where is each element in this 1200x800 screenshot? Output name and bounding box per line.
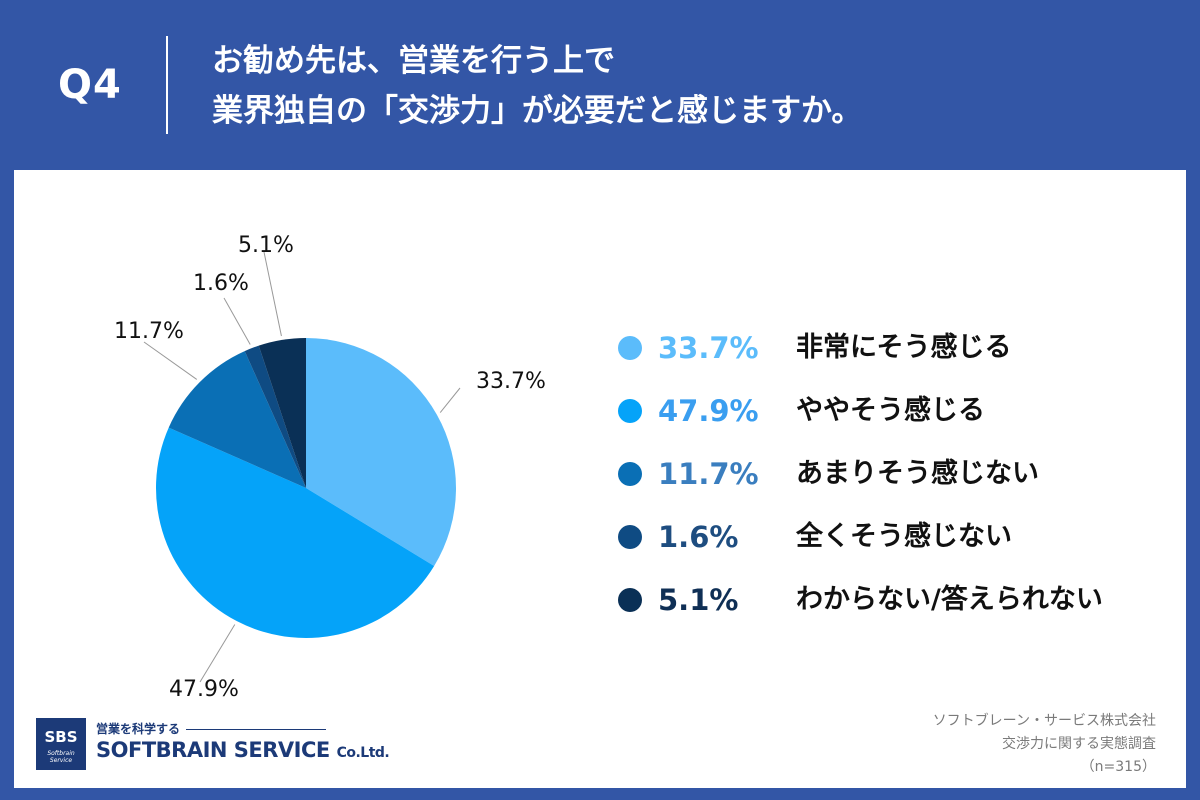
legend-percent-3: 11.7%: [658, 457, 759, 491]
chart-panel: 33.7% 47.9% 11.7% 1.6% 5.1% 33.7% 非常にそう感じる 47.…: [14, 170, 1186, 788]
pie-slice-3: [168, 351, 306, 488]
pie-chart: 33.7% 47.9% 11.7% 1.6% 5.1%: [114, 233, 546, 702]
question-number: Q4: [58, 62, 122, 108]
title-line-2: 業界独自の「交渉力」が必要だと感じますか。: [212, 93, 863, 129]
slice-label-4: 1.6%: [193, 271, 249, 296]
legend-label-3: あまりそう感じない: [796, 458, 1039, 489]
pie-slice-5: [258, 338, 306, 488]
slice-label-1: 33.7%: [476, 369, 546, 394]
legend-label-1: 非常にそう感じる: [796, 332, 1012, 363]
legend-dot-1: [618, 336, 642, 360]
source-survey: 交渉力に関する実態調査: [1002, 736, 1156, 752]
leader-line-4: [223, 297, 251, 345]
logo-name: SOFTBRAIN SERVICE Co.Ltd.: [96, 738, 390, 762]
source-note: ソフトブレーン・サービス株式会社 交渉力に関する実態調査 （n=315）: [933, 710, 1156, 779]
legend-percent-4: 1.6%: [658, 520, 739, 554]
title-line-1: お勧め先は、営業を行う上で: [212, 43, 615, 79]
pie-slice-1: [306, 338, 457, 566]
logo-mark: SBS Softbrain Service: [36, 718, 86, 770]
legend-label-5: わからない/答えられない: [796, 584, 1103, 615]
slice-label-2: 47.9%: [169, 677, 239, 702]
question-title: お勧め先は、営業を行う上で 業界独自の「交渉力」が必要だと感じますか。: [212, 36, 862, 136]
logo-tagline: 営業を科学する: [96, 722, 181, 736]
company-logo: SBS Softbrain Service 営業を科学する SOFTBRAIN …: [36, 718, 390, 774]
legend-dot-5: [618, 588, 642, 612]
logo-sub: Softbrain Service: [47, 750, 75, 764]
logo-suffix: Co.Ltd.: [336, 745, 390, 761]
source-company: ソフトブレーン・サービス株式会社: [932, 713, 1156, 729]
legend-dot-2: [618, 399, 642, 423]
legend-dot-4: [618, 525, 642, 549]
header: Q4 お勧め先は、営業を行う上で 業界独自の「交渉力」が必要だと感じますか。: [0, 0, 1200, 170]
pie-slice-2: [155, 427, 435, 639]
legend-label-4: 全くそう感じない: [796, 521, 1012, 552]
logo-name-text: SOFTBRAIN SERVICE: [96, 738, 330, 762]
legend-dot-3: [618, 462, 642, 486]
source-sample-size: （n=315）: [1080, 759, 1156, 775]
leader-line-2: [199, 624, 236, 683]
legend-percent-2: 47.9%: [658, 394, 759, 428]
leader-line-5: [263, 251, 282, 337]
slice-label-5: 5.1%: [238, 233, 294, 258]
header-divider: [166, 36, 168, 134]
legend-percent-1: 33.7%: [658, 331, 759, 365]
slice-label-3: 11.7%: [114, 319, 184, 344]
logo-rule: [186, 729, 326, 730]
legend-label-2: ややそう感じる: [796, 395, 985, 426]
pie-slice-4: [244, 345, 306, 488]
logo-abbr: SBS: [44, 728, 78, 746]
legend-percent-5: 5.1%: [658, 583, 739, 617]
leader-line-3: [143, 341, 198, 380]
leader-line-1: [439, 387, 461, 413]
